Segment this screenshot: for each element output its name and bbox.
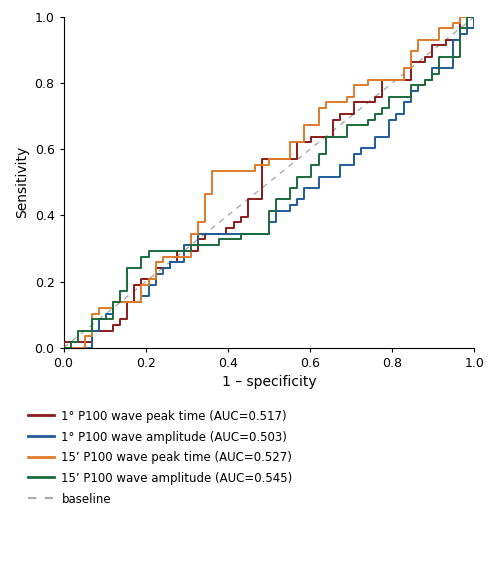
Legend: 1° P100 wave peak time (AUC=0.517), 1° P100 wave amplitude (AUC=0.503), 15’ P100: 1° P100 wave peak time (AUC=0.517), 1° P… bbox=[28, 410, 292, 505]
Y-axis label: Sensitivity: Sensitivity bbox=[15, 146, 29, 218]
X-axis label: 1 – specificity: 1 – specificity bbox=[221, 375, 316, 389]
